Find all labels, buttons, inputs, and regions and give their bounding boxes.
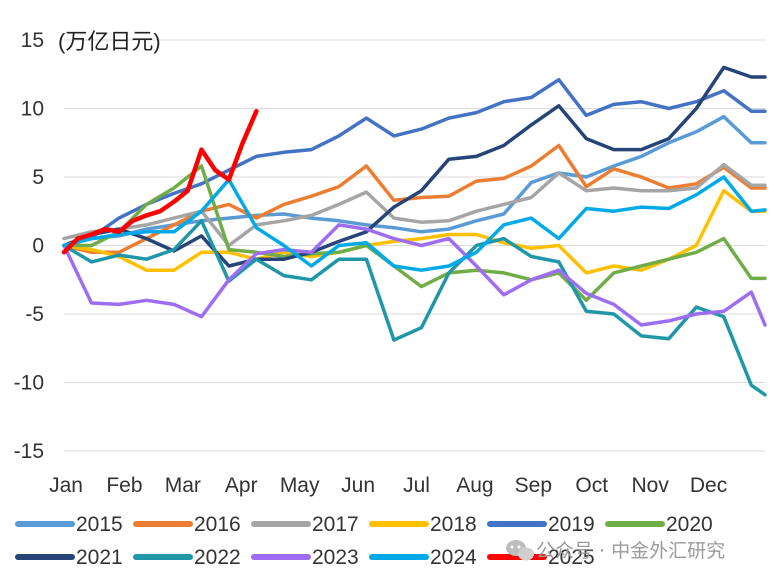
legend-label-2016: 2016 <box>194 513 241 536</box>
y-tick-label: -10 <box>14 372 44 395</box>
y-axis-ticks: -15 -10 -5 0 5 10 15 <box>14 29 44 463</box>
x-tick-label: Oct <box>575 474 608 497</box>
series-lines <box>61 65 767 397</box>
series-line-2019 <box>62 77 767 248</box>
x-axis-ticks: Jan Feb Mar Apr May Jun Jul Aug Sep Oct Nov Dec <box>49 474 727 497</box>
legend-label-2025: 2025 <box>548 546 595 569</box>
legend-label-2019: 2019 <box>548 513 595 536</box>
y-tick-label: 0 <box>32 235 44 258</box>
x-tick-label: May <box>280 474 320 497</box>
x-tick-label: Nov <box>631 474 669 497</box>
y-tick-label: 5 <box>32 166 44 189</box>
y-axis-label: (万亿日元) <box>58 29 161 54</box>
x-tick-label: Aug <box>456 474 493 497</box>
legend-label-2024: 2024 <box>430 546 477 569</box>
series-line-2016 <box>62 143 767 255</box>
watermark-text: 公众号 · 中金外汇研究 <box>536 540 725 562</box>
legend-label-2018: 2018 <box>430 513 477 536</box>
wechat-icon <box>506 540 534 561</box>
x-tick-label: Jun <box>341 474 375 497</box>
legend-label-2017: 2017 <box>312 513 359 536</box>
watermark: 公众号 · 中金外汇研究 <box>506 540 725 562</box>
legend-label-2023: 2023 <box>312 546 359 569</box>
x-tick-label: Dec <box>690 474 727 497</box>
legend: 2015 2016 2017 2018 2019 2020 2021 2022 2023 2024… <box>15 513 713 569</box>
x-tick-label: Jan <box>49 474 83 497</box>
series-line-2020 <box>62 164 767 303</box>
x-tick-label: Apr <box>225 474 258 497</box>
series-line-2025 <box>61 108 259 255</box>
y-tick-label: -15 <box>14 440 44 463</box>
legend-label-2021: 2021 <box>76 546 123 569</box>
legend-label-2020: 2020 <box>666 513 713 536</box>
x-tick-label: Jul <box>403 474 430 497</box>
series-line-2022 <box>62 219 767 397</box>
series-line-2017 <box>62 162 767 248</box>
series-line-2021 <box>62 65 767 268</box>
y-tick-label: -5 <box>25 303 44 326</box>
x-tick-label: Feb <box>106 474 142 497</box>
y-tick-label: 15 <box>21 29 44 52</box>
y-tick-label: 10 <box>21 98 44 121</box>
x-tick-label: Mar <box>165 474 201 497</box>
series-line-2023 <box>62 223 767 327</box>
legend-label-2022: 2022 <box>194 546 241 569</box>
legend-label-2015: 2015 <box>76 513 123 536</box>
x-tick-label: Sep <box>515 474 552 497</box>
series-line-2024 <box>62 175 767 272</box>
